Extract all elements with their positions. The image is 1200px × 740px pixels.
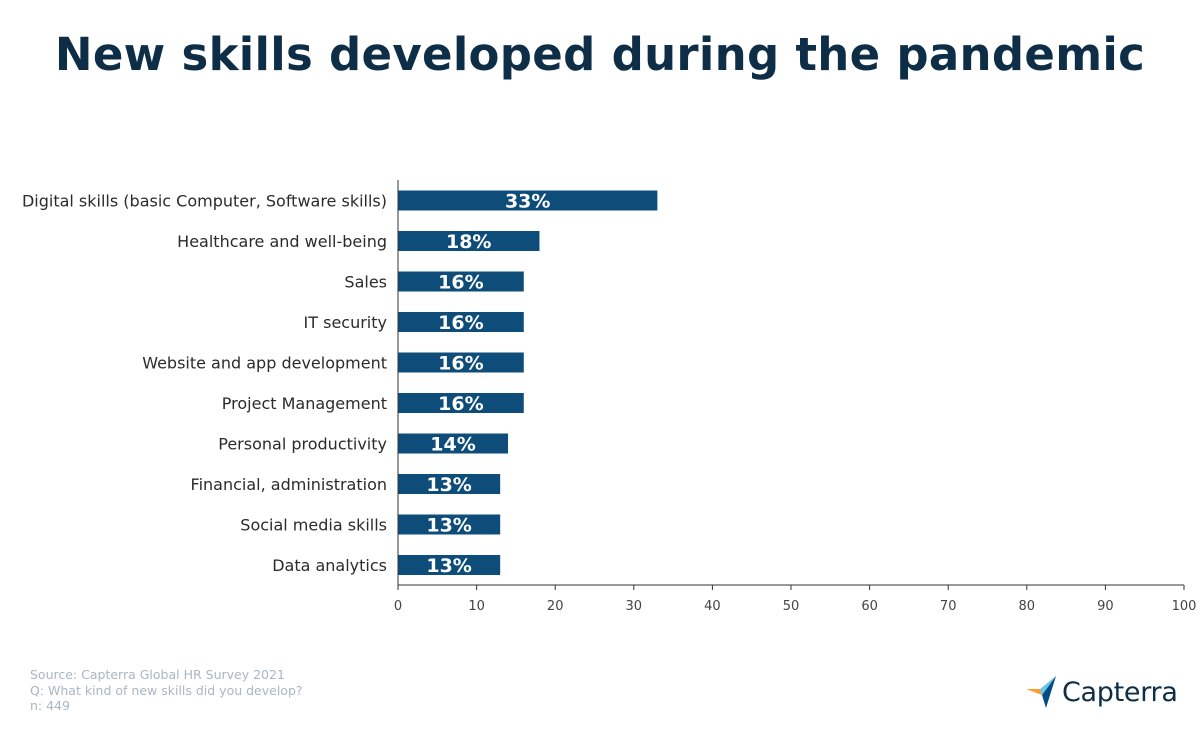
bar <box>398 231 540 251</box>
bar <box>398 271 524 292</box>
footer-notes: Source: Capterra Global HR Survey 2021 Q… <box>30 667 303 714</box>
category-label: Social media skills <box>240 516 387 535</box>
sample-size-note: n: 449 <box>30 698 70 713</box>
x-tick-label: 90 <box>1097 599 1114 614</box>
data-label: 13% <box>426 555 471 577</box>
bar <box>398 312 524 332</box>
category-label: Healthcare and well-being <box>177 232 387 251</box>
x-tick-label: 40 <box>704 599 721 614</box>
data-label: 16% <box>438 312 483 334</box>
bar <box>398 393 524 413</box>
source-note: Source: Capterra Global HR Survey 2021 <box>30 667 285 682</box>
x-tick-label: 60 <box>861 599 878 614</box>
data-label: 33% <box>505 191 550 213</box>
capterra-arrow-icon <box>1026 676 1056 708</box>
x-tick-label: 100 <box>1172 599 1197 614</box>
x-tick-label: 80 <box>1019 599 1036 614</box>
bar <box>398 474 501 494</box>
category-label: Personal productivity <box>218 435 387 454</box>
bar <box>398 433 509 454</box>
bar <box>398 514 501 535</box>
x-tick-label: 70 <box>940 599 957 614</box>
question-note: Q: What kind of new skills did you devel… <box>30 682 303 698</box>
x-tick-label: 0 <box>394 599 402 614</box>
x-tick-label: 10 <box>468 599 485 614</box>
data-label: 13% <box>426 474 471 496</box>
category-label: Data analytics <box>272 556 387 575</box>
category-label: Sales <box>344 273 387 292</box>
data-label: 16% <box>438 393 483 415</box>
category-label: Website and app development <box>142 354 387 373</box>
data-label: 18% <box>446 231 491 253</box>
data-label: 13% <box>426 515 471 537</box>
x-tick-label: 30 <box>626 599 643 614</box>
data-label: 16% <box>438 353 483 375</box>
category-label: Digital skills (basic Computer, Software… <box>22 192 387 211</box>
data-label: 16% <box>438 272 483 294</box>
category-label: Financial, administration <box>191 475 387 494</box>
category-label: IT security <box>304 313 387 332</box>
category-label: Project Management <box>222 394 387 413</box>
chart-title: New skills developed during the pandemic <box>54 28 1146 81</box>
x-tick-label: 50 <box>783 599 800 614</box>
bar <box>398 190 658 211</box>
x-tick-label: 20 <box>547 599 564 614</box>
logo-text: Capterra <box>1062 676 1178 708</box>
bar <box>398 352 524 373</box>
capterra-logo: Capterra <box>1026 672 1178 712</box>
data-label: 14% <box>430 434 475 456</box>
bar <box>398 555 501 575</box>
